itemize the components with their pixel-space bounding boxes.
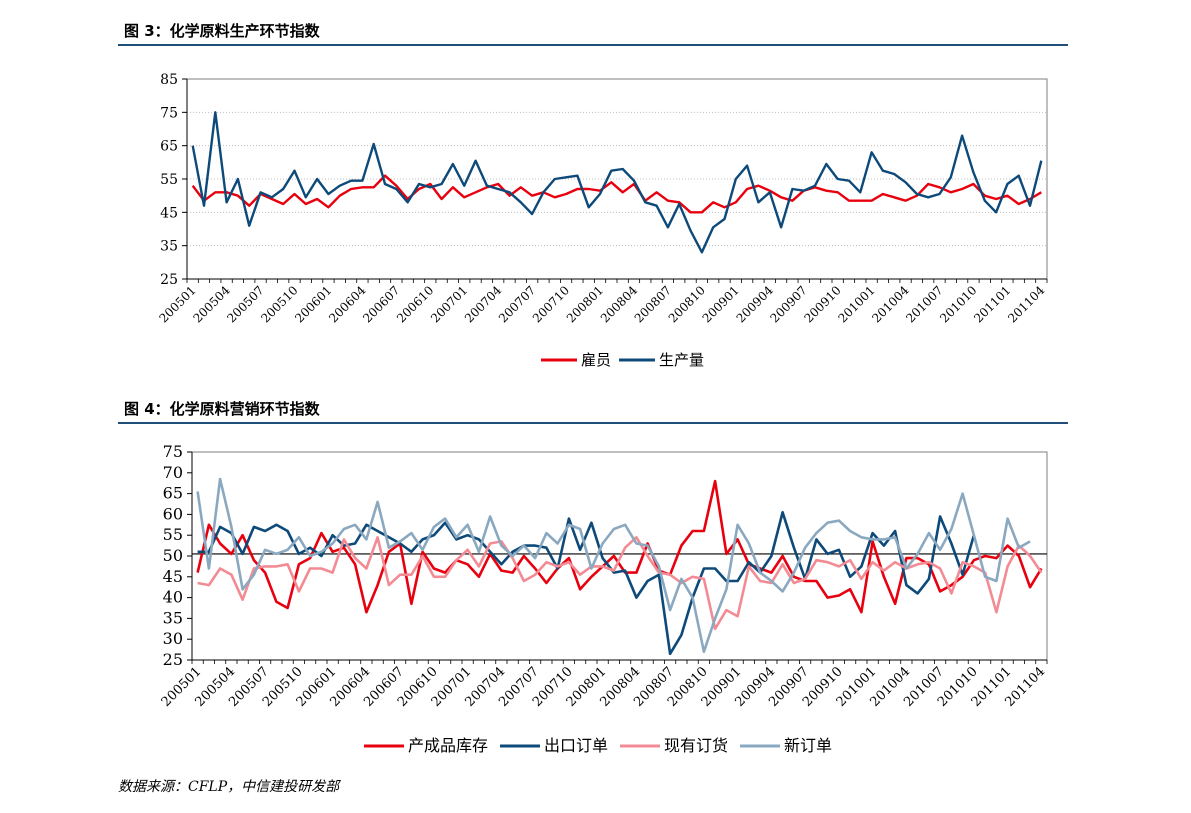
figure-3-rule bbox=[118, 44, 1068, 46]
y-tick-label: 25 bbox=[163, 650, 183, 669]
series-line-1 bbox=[191, 174, 1042, 214]
y-tick-label: 35 bbox=[160, 239, 178, 255]
legend-label-1: 产成品库存 bbox=[408, 736, 488, 755]
series-line-1 bbox=[196, 479, 1043, 614]
legend-label-2: 出口订单 bbox=[544, 736, 608, 755]
y-tick-label: 75 bbox=[160, 105, 178, 121]
figure-4-title: 图 4：化学原料营销环节指数 bbox=[124, 400, 320, 418]
series-line-4 bbox=[196, 477, 1031, 654]
legend-label-4: 新订单 bbox=[784, 736, 832, 755]
y-tick-label: 85 bbox=[160, 72, 178, 88]
y-tick-label: 50 bbox=[163, 546, 183, 565]
y-tick-label: 35 bbox=[163, 608, 183, 627]
y-tick-label: 45 bbox=[163, 567, 183, 586]
data-source-note: 数据来源：CFLP，中信建投研发部 bbox=[118, 779, 340, 795]
series-line-3 bbox=[197, 535, 1043, 631]
y-tick-label: 25 bbox=[160, 272, 178, 288]
y-tick-label: 65 bbox=[160, 139, 178, 155]
figure-3-title: 图 3：化学原料生产环节指数 bbox=[124, 22, 320, 40]
legend-label-1: 雇员 bbox=[581, 351, 611, 369]
y-tick-label: 45 bbox=[160, 205, 178, 221]
y-tick-label: 70 bbox=[163, 463, 183, 482]
legend-label-3: 现有订货 bbox=[664, 736, 728, 755]
figure-4-rule bbox=[118, 422, 1068, 424]
y-tick-label: 40 bbox=[163, 588, 183, 607]
series-line-2 bbox=[191, 111, 1043, 254]
y-tick-label: 55 bbox=[163, 525, 183, 544]
y-tick-label: 30 bbox=[163, 629, 183, 648]
y-tick-label: 75 bbox=[163, 442, 183, 461]
y-tick-label: 55 bbox=[160, 172, 178, 188]
y-tick-label: 60 bbox=[163, 504, 183, 523]
legend-label-2: 生产量 bbox=[659, 351, 704, 369]
y-tick-label: 65 bbox=[163, 484, 183, 503]
